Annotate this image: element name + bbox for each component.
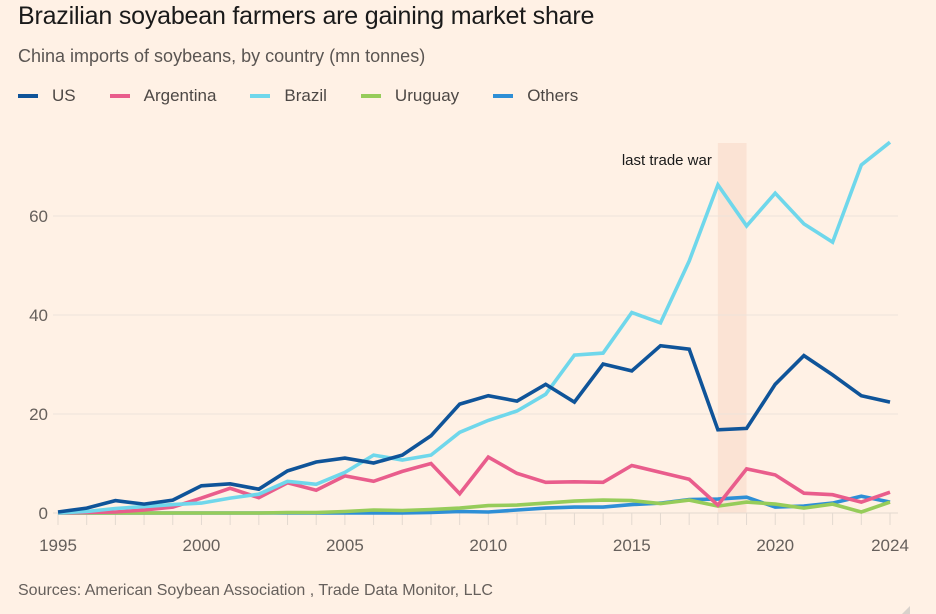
x-tick-label-2024: 2024	[871, 536, 909, 555]
series-line-us	[57, 343, 891, 514]
legend-item-us: US	[18, 86, 76, 106]
legend-label-others: Others	[527, 86, 579, 105]
x-tick-label-2000: 2000	[183, 536, 221, 555]
legend-label-uruguay: Uruguay	[394, 86, 460, 105]
y-axis-labels: 0 20 40 60	[29, 207, 48, 523]
x-tick-label-2015: 2015	[613, 536, 651, 555]
legend-swatch-brazil	[250, 94, 271, 98]
y-tick-label-40: 40	[29, 306, 48, 325]
series-line-brazil	[57, 140, 892, 515]
x-tick-label-1995: 1995	[39, 536, 77, 555]
annotation-bands	[717, 143, 747, 513]
x-axis-labels: 1995 2000 2005 2010 2015 2020 2024	[39, 536, 909, 555]
trade-war-band	[717, 143, 747, 513]
chart-title: Brazilian soyabean farmers are gaining m…	[18, 2, 595, 30]
legend-item-argentina: Argentina	[109, 86, 217, 106]
legend-swatch-uruguay	[360, 94, 381, 98]
trade-war-label: last trade war	[622, 152, 712, 169]
y-tick-label-0: 0	[39, 504, 48, 523]
legend-item-others: Others	[493, 86, 578, 106]
legend-item-brazil: Brazil	[250, 86, 327, 106]
legend-label-us: US	[52, 86, 76, 105]
series-line-uruguay	[58, 498, 891, 515]
gridlines	[53, 215, 898, 514]
legend-swatch-others	[493, 94, 514, 98]
legend-swatch-argentina	[109, 94, 130, 98]
x-tick-label-2005: 2005	[326, 536, 364, 555]
resize-corner	[902, 606, 910, 614]
chart-legend: US Argentina Brazil Uruguay Others	[18, 86, 612, 106]
series-lines	[57, 140, 892, 515]
source-note: Sources: American Soybean Association , …	[18, 582, 493, 599]
series-line-argentina	[57, 454, 891, 515]
chart-subtitle: China imports of soybeans, by country (m…	[18, 46, 426, 66]
legend-item-uruguay: Uruguay	[360, 86, 460, 106]
legend-label-argentina: Argentina	[143, 86, 217, 105]
x-tick-label-2010: 2010	[469, 536, 507, 555]
x-axis-ticks	[57, 513, 891, 525]
annotation-labels: last trade war	[622, 152, 712, 169]
legend-label-brazil: Brazil	[284, 86, 327, 105]
y-tick-label-20: 20	[29, 405, 48, 424]
x-tick-label-2020: 2020	[756, 536, 794, 555]
legend-swatch-us	[18, 94, 38, 98]
y-tick-label-60: 60	[29, 207, 48, 226]
